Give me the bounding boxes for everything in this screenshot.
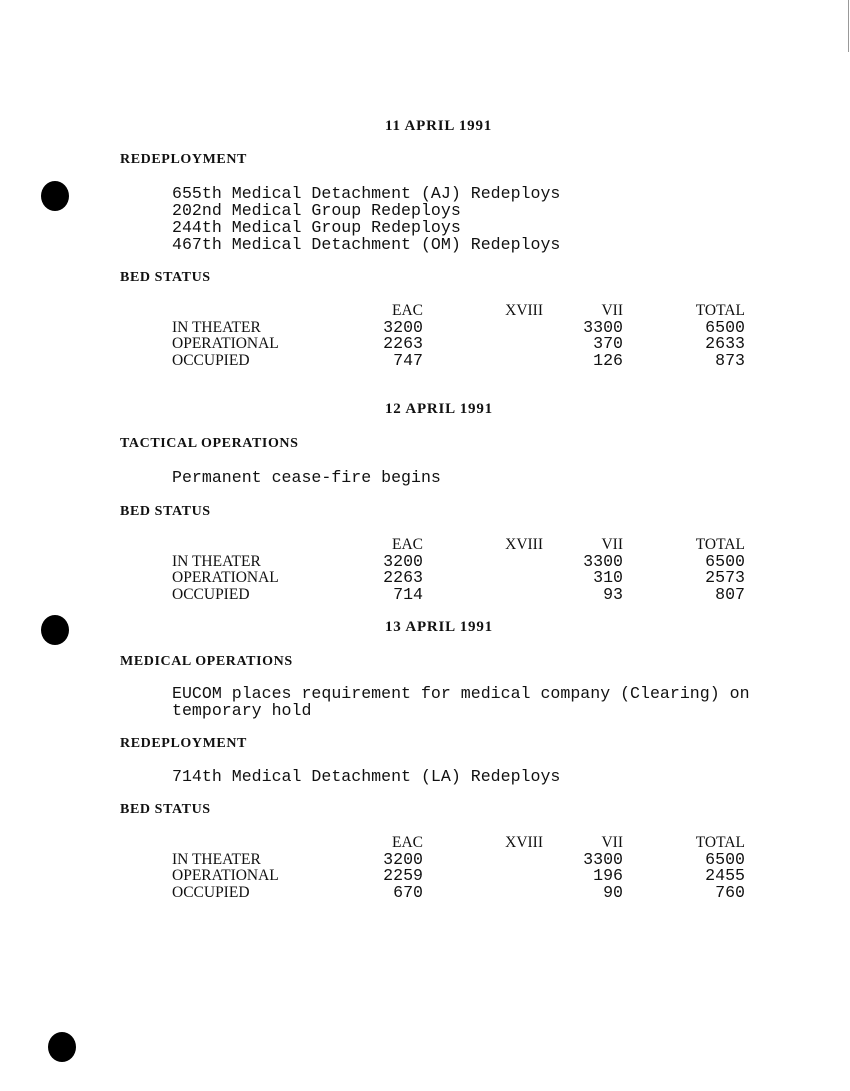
section-heading: BED STATUS — [120, 802, 211, 817]
section-heading: MEDICAL OPERATIONS — [120, 654, 293, 669]
table-column-header: EAC — [392, 302, 423, 319]
table-row-label: OPERATIONAL — [172, 569, 279, 586]
table-cell: 6500 — [705, 317, 745, 337]
table-row-label: IN THEATER — [172, 552, 261, 570]
entry-text: EUCOM places requirement for medical com… — [172, 684, 750, 703]
table-row-label: OCCUPIED — [172, 585, 250, 603]
table-cell: 2573 — [705, 568, 745, 587]
table-column-header: VII — [601, 302, 623, 319]
binder-hole-mark — [41, 181, 69, 211]
table-row-label: OPERATIONAL — [172, 335, 279, 352]
section-heading: REDEPLOYMENT — [120, 152, 247, 167]
table-cell: 3300 — [583, 317, 623, 337]
entry-text: temporary hold — [172, 701, 312, 720]
table-cell: 6500 — [705, 551, 745, 571]
table-cell: 3300 — [583, 551, 623, 571]
table-column-header: XVIII — [505, 302, 543, 319]
table-cell: 807 — [715, 584, 745, 604]
table-column-header: TOTAL — [695, 302, 745, 319]
table-cell: 370 — [593, 334, 623, 353]
table-row-label: OCCUPIED — [172, 883, 250, 901]
table-cell: 93 — [603, 584, 623, 604]
entry-text: 655th Medical Detachment (AJ) Redeploys — [172, 184, 561, 203]
section-heading: BED STATUS — [120, 270, 211, 285]
table-column-header: EAC — [392, 536, 423, 553]
table-cell: 2263 — [383, 334, 423, 353]
table-cell: 2259 — [383, 866, 423, 885]
section-heading: BED STATUS — [120, 504, 211, 519]
table-column-header: TOTAL — [695, 536, 745, 553]
table-row-label: IN THEATER — [172, 850, 261, 868]
date-heading: 12 APRIL 1991 — [385, 401, 493, 417]
table-cell: 760 — [715, 882, 745, 902]
table-cell: 2455 — [705, 866, 745, 885]
table-cell: 3200 — [383, 849, 423, 869]
table-row-label: IN THEATER — [172, 318, 261, 336]
table-column-header: VII — [601, 834, 623, 851]
table-cell: 3300 — [583, 849, 623, 869]
section-heading: TACTICAL OPERATIONS — [120, 436, 299, 451]
table-cell: 670 — [393, 882, 423, 902]
entry-text: 467th Medical Detachment (OM) Redeploys — [172, 235, 561, 254]
table-cell: 3200 — [383, 317, 423, 337]
table-column-header: XVIII — [505, 834, 543, 851]
date-heading: 13 APRIL 1991 — [385, 619, 493, 635]
table-row-label: OCCUPIED — [172, 351, 250, 369]
page-edge-line — [848, 0, 849, 52]
table-column-header: EAC — [392, 834, 423, 851]
entry-text: 202nd Medical Group Redeploys — [172, 201, 461, 220]
entry-text: 714th Medical Detachment (LA) Redeploys — [172, 767, 561, 786]
table-cell: 90 — [603, 882, 623, 902]
table-cell: 126 — [593, 350, 623, 370]
table-cell: 714 — [393, 584, 423, 604]
table-cell: 747 — [393, 350, 423, 370]
table-cell: 2263 — [383, 568, 423, 587]
table-column-header: VII — [601, 536, 623, 553]
section-heading: REDEPLOYMENT — [120, 736, 247, 751]
binder-hole-mark — [41, 615, 69, 645]
table-cell: 310 — [593, 568, 623, 587]
table-row-label: OPERATIONAL — [172, 867, 279, 884]
table-cell: 3200 — [383, 551, 423, 571]
table-column-header: XVIII — [505, 536, 543, 553]
table-cell: 2633 — [705, 334, 745, 353]
binder-hole-mark — [48, 1032, 76, 1062]
date-heading: 11 APRIL 1991 — [385, 118, 493, 134]
entry-text: Permanent cease-fire begins — [172, 468, 441, 487]
table-cell: 873 — [715, 350, 745, 370]
table-cell: 196 — [593, 866, 623, 885]
table-column-header: TOTAL — [695, 834, 745, 851]
table-cell: 6500 — [705, 849, 745, 869]
entry-text: 244th Medical Group Redeploys — [172, 218, 461, 237]
